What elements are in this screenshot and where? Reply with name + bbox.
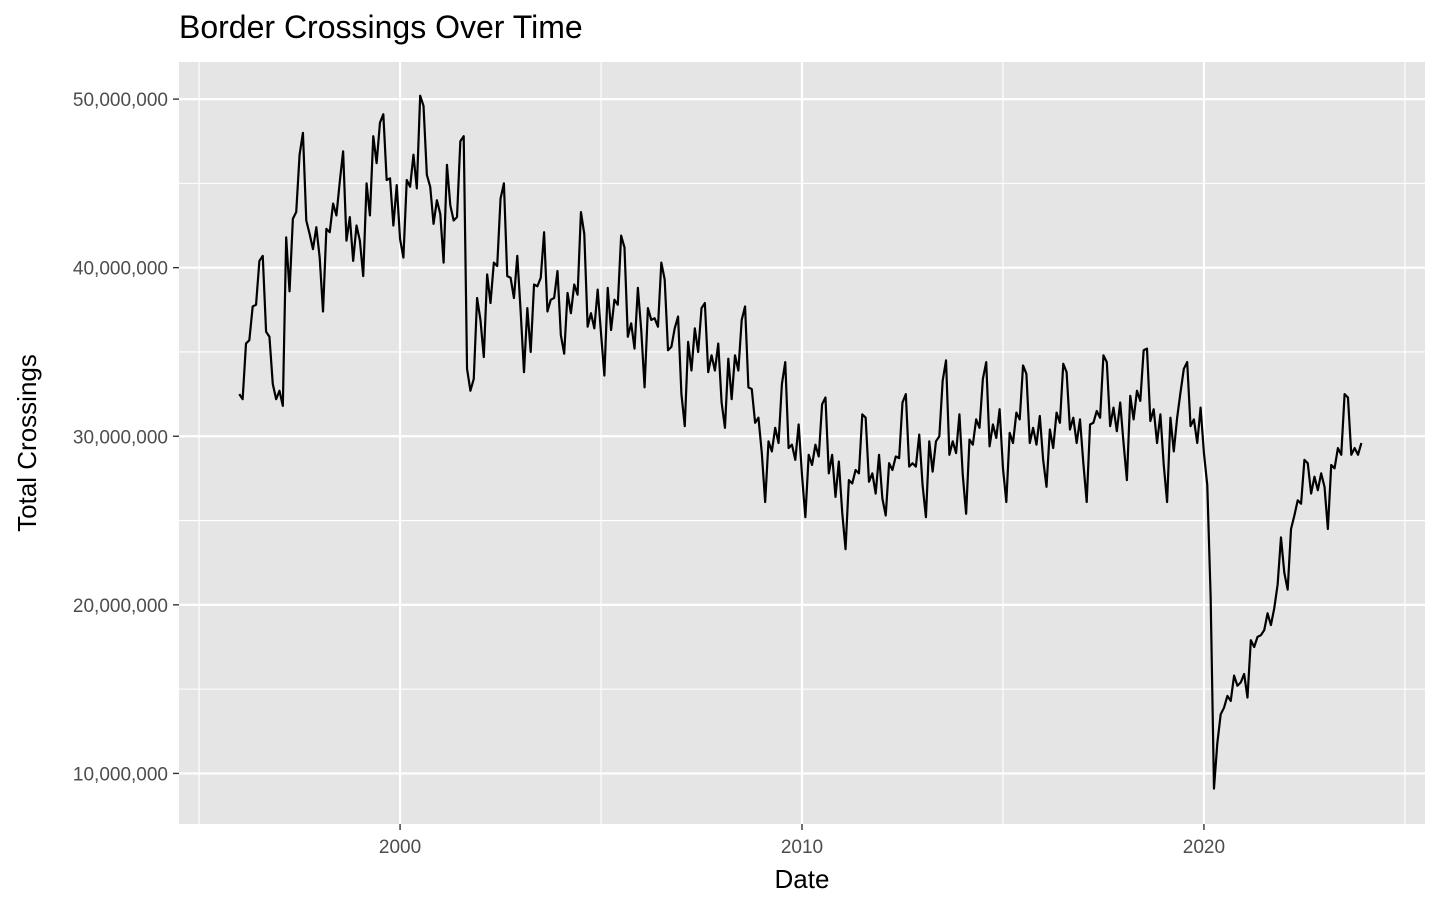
y-axis: 10,000,000 20,000,000 30,000,000 40,000,000… bbox=[73, 90, 179, 785]
x-tick-label: 2000 bbox=[379, 837, 421, 858]
y-tick-label: 40,000,000 bbox=[73, 259, 168, 280]
y-axis-title: Total Crossings bbox=[12, 354, 42, 532]
y-tick-label: 50,000,000 bbox=[73, 90, 168, 111]
series-line bbox=[238, 94, 1363, 790]
major-gridlines bbox=[179, 62, 1425, 824]
y-tick-label: 30,000,000 bbox=[73, 427, 168, 448]
x-tick-label: 2020 bbox=[1183, 837, 1225, 858]
chart-title: Border Crossings Over Time bbox=[179, 9, 583, 45]
series-layer bbox=[238, 94, 1363, 790]
x-axis: 2000 2010 2020 bbox=[379, 824, 1225, 858]
x-tick-label: 2010 bbox=[781, 837, 823, 858]
y-tick-label: 20,000,000 bbox=[73, 596, 168, 617]
y-tick-label: 10,000,000 bbox=[73, 764, 168, 785]
x-axis-title: Date bbox=[775, 864, 830, 894]
